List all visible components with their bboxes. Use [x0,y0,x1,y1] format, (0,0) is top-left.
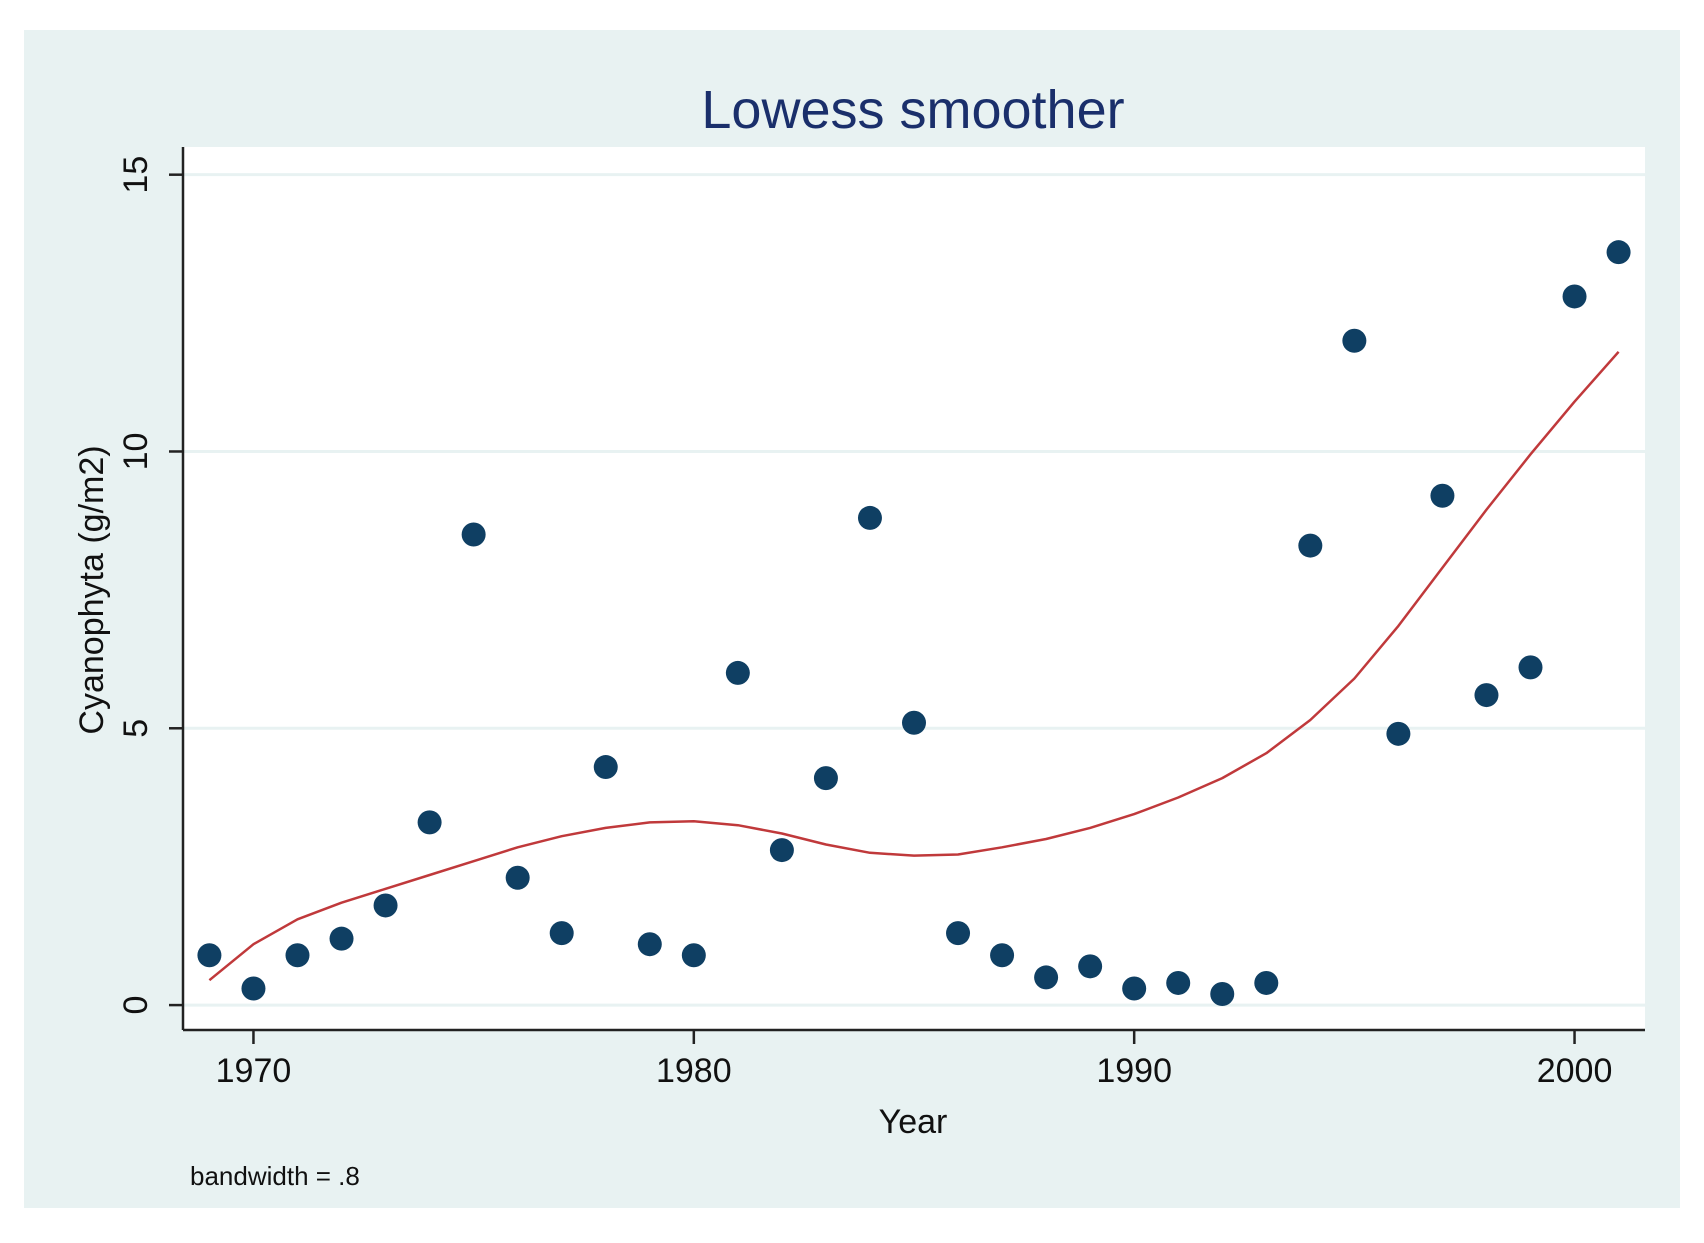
y-tick-label: 0 [117,996,155,1015]
data-point-1999 [1518,655,1543,680]
x-tick-label: 1970 [216,1052,292,1090]
x-tick-label: 1990 [1096,1052,1172,1090]
y-tick-label: 5 [117,719,155,738]
data-point-1984 [857,505,882,530]
data-point-1972 [329,926,354,951]
data-point-1979 [637,932,662,957]
data-point-1974 [417,810,442,835]
axes [169,147,1645,1044]
data-point-1990 [1122,976,1147,1001]
data-point-1986 [946,921,971,946]
data-point-1998 [1474,683,1499,708]
data-point-1978 [593,755,618,780]
data-point-1991 [1166,970,1191,995]
data-point-1983 [813,766,838,791]
lowess-line [208,350,1620,982]
data-point-2001 [1606,240,1631,265]
y-axis-label: Cyanophyta (g/m2) [73,445,111,734]
data-point-1981 [725,660,750,685]
data-point-1980 [681,943,706,968]
data-point-2000 [1562,284,1587,309]
x-axis-label: Year [879,1103,948,1141]
x-tick-label: 2000 [1537,1052,1613,1090]
y-tick-label: 10 [117,433,155,471]
chart-title: Lowess smoother [701,80,1124,140]
data-point-1992 [1210,982,1235,1007]
plot-area [183,147,1645,1030]
data-point-1987 [990,943,1015,968]
data-point-1995 [1342,328,1367,353]
points-layer [197,240,1631,1007]
data-point-1993 [1254,970,1279,995]
data-point-1994 [1298,533,1323,558]
data-point-1988 [1034,965,1059,990]
data-point-1971 [285,943,310,968]
smoother-layer [208,350,1620,982]
y-tick-label: 15 [117,156,155,194]
data-point-1985 [902,710,926,735]
data-point-1973 [373,893,398,918]
data-point-1977 [549,921,574,946]
data-point-1975 [461,522,486,547]
data-point-1997 [1430,483,1455,508]
data-point-1969 [197,943,222,968]
tick-labels: 0 5 10 15 1970 1980 1990 2000 [117,156,1612,1090]
bandwidth-note: bandwidth = .8 [190,1161,360,1191]
data-point-1989 [1078,954,1103,979]
data-point-1996 [1386,721,1411,746]
data-point-1976 [505,865,530,890]
data-point-1970 [241,976,266,1001]
x-tick-label: 1980 [656,1052,732,1090]
data-point-1982 [769,838,794,863]
